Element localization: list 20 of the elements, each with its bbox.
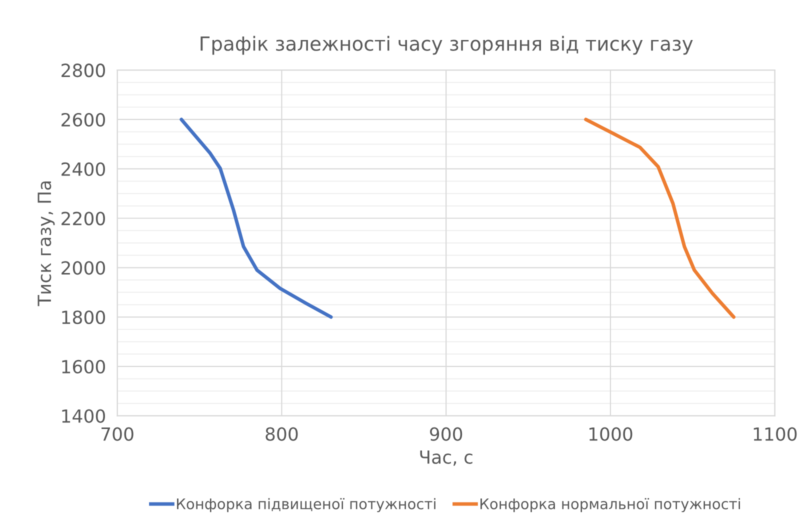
line-series — [584, 118, 736, 319]
x-tick-label: 800 — [266, 427, 298, 441]
y-tick-label: 2200 — [62, 212, 105, 226]
x-tick-label: 1000 — [589, 427, 632, 441]
y-tick-label: 2000 — [62, 261, 105, 275]
line-series — [180, 118, 333, 319]
x-tick-label: 700 — [102, 427, 134, 441]
x-tick-label: 1100 — [754, 427, 797, 441]
x-tick-label: 900 — [430, 427, 462, 441]
y-tick-label: 2800 — [62, 64, 105, 78]
y-tick-label: 1600 — [62, 360, 105, 374]
y-tick-label: 1800 — [62, 310, 105, 324]
legend-label: Конфорка нормальної потужності — [480, 498, 740, 512]
x-axis-title: Час, с — [420, 450, 472, 466]
y-tick-label: 2600 — [62, 112, 105, 127]
y-tick-label: 2400 — [62, 162, 105, 176]
y-axis-title: Тиск газу, Па — [38, 181, 55, 306]
chart-title: Графік залежності часу згоряння від тиску газу — [200, 36, 693, 55]
legend-label: Конфорка підвищеної потужності — [177, 498, 436, 512]
y-tick-label: 1400 — [62, 409, 105, 423]
